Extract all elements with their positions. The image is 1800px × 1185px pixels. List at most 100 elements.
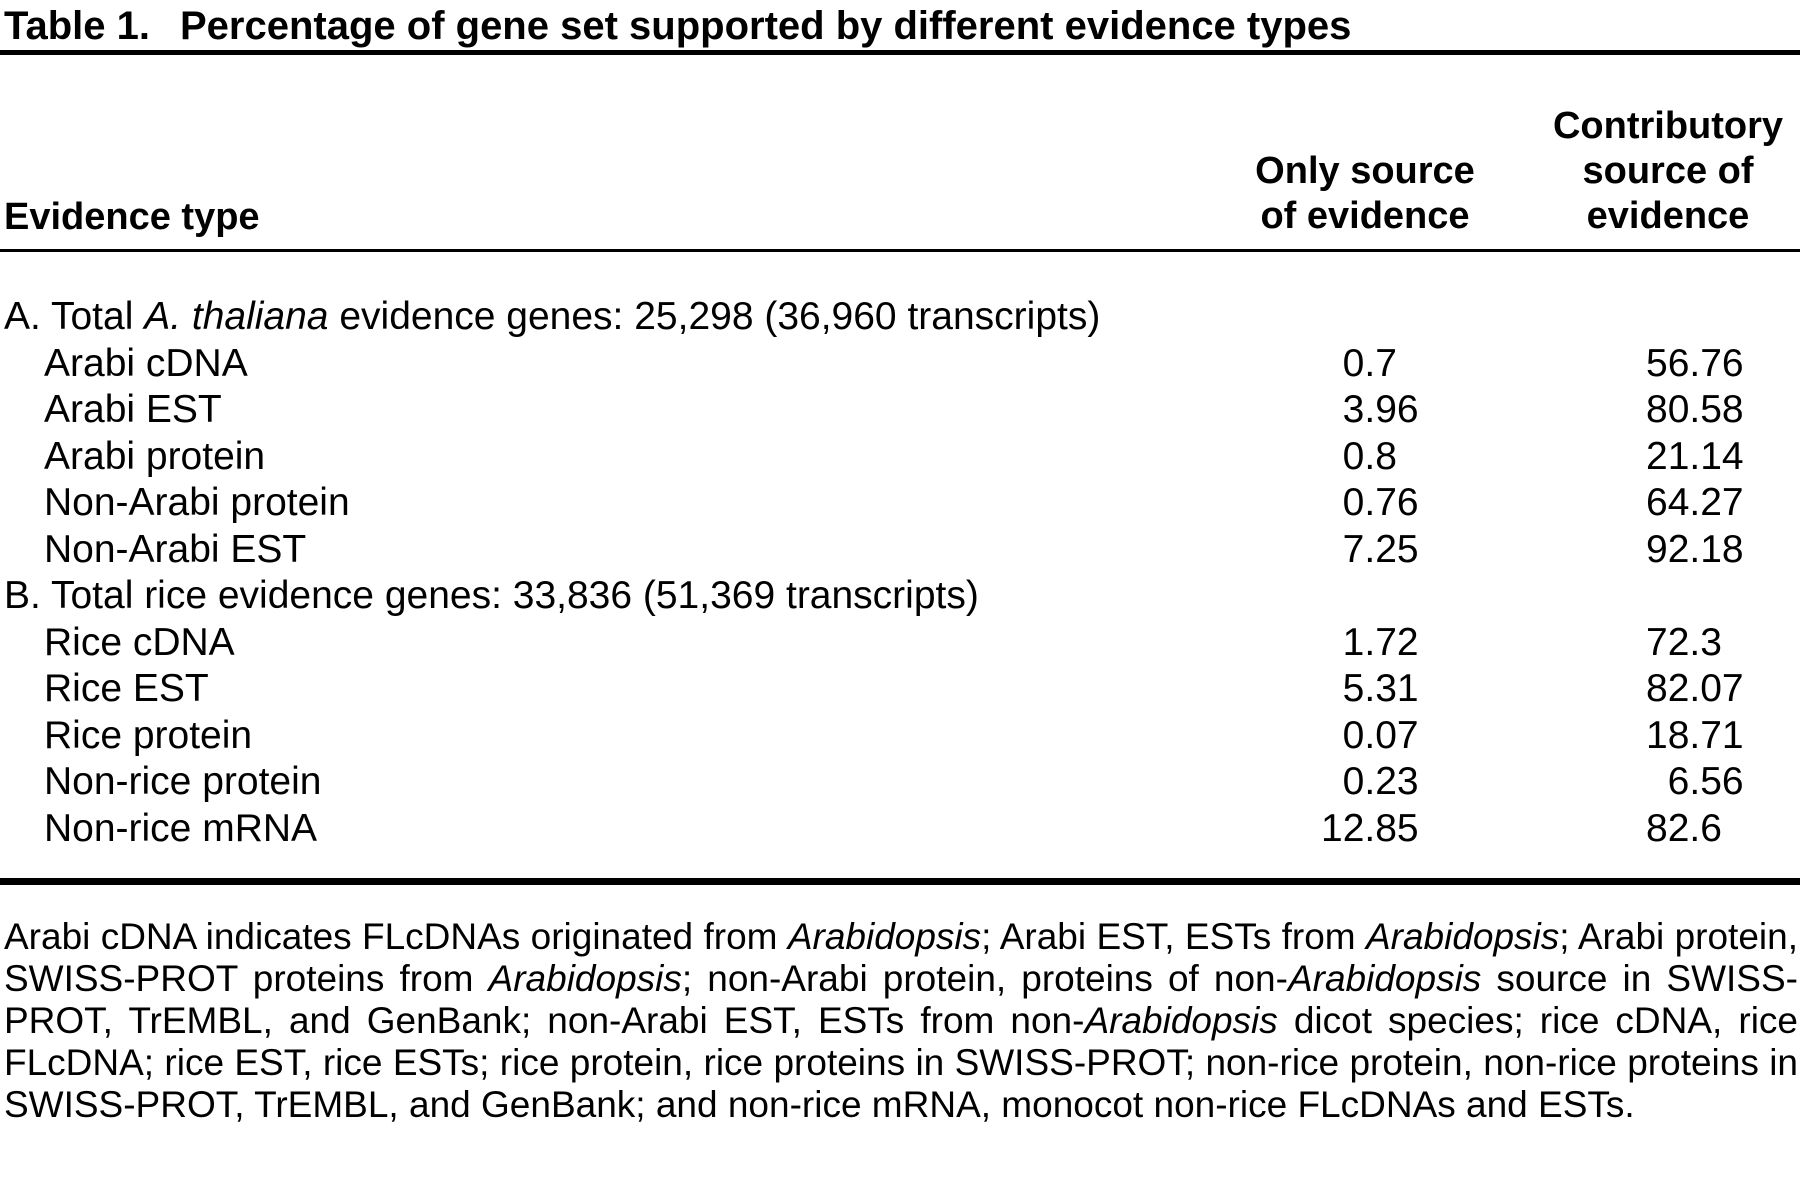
integer-part: 0 (1342, 760, 1365, 803)
footnote-text: source in SWISS-PROT, TrEMBL, and GenBan… (4, 958, 1798, 1041)
fraction-part: .76 (1364, 481, 1419, 524)
table-body: A. Total A. thaliana evidence genes: 25,… (0, 252, 1800, 878)
contributory-source-cell: 64.27 (1646, 480, 1800, 527)
table-header: Evidence type Only source of evidence Co… (0, 55, 1800, 249)
integer-part: 82 (1646, 806, 1690, 850)
column-header-contributory-source: Contributory source of evidence (1553, 104, 1783, 239)
section-header-row: B. Total rice evidence genes: 33,836 (51… (0, 573, 1800, 620)
fraction-part: .85 (1364, 806, 1419, 850)
table-title: Table 1. Percentage of gene set supporte… (0, 0, 1800, 50)
integer-part: 3 (1342, 388, 1365, 431)
only-source-cell: 0.76 (1321, 480, 1646, 527)
integer-part: 0 (1342, 481, 1365, 524)
only-source-cell: 0.7 (1321, 341, 1646, 388)
table-row: Non-Arabi EST 7.25 92.18 (0, 527, 1800, 574)
evidence-type-cell: Non-rice protein (44, 760, 322, 803)
fraction-part: .96 (1364, 388, 1419, 431)
integer-part: 6 (1667, 760, 1690, 803)
integer-part: 72 (1646, 620, 1690, 664)
footnote-species-italic: Arabidopsis (787, 916, 982, 957)
fraction-part: .25 (1364, 527, 1419, 571)
evidence-type-cell: Non-rice mRNA (44, 806, 318, 850)
table-row: Rice EST 5.31 82.07 (0, 666, 1800, 713)
evidence-type-cell: Rice protein (44, 713, 253, 757)
fraction-part: .27 (1689, 481, 1744, 524)
header-separator-rule (0, 249, 1800, 252)
fraction-part: .14 (1689, 434, 1744, 478)
evidence-type-cell: Non-Arabi protein (44, 481, 350, 524)
table-row: Rice protein 0.07 18.71 (0, 713, 1800, 760)
integer-part: 56 (1646, 341, 1690, 385)
only-source-cell: 0.07 (1321, 713, 1646, 760)
section-header-prefix: B. Total rice evidence genes: 33,836 (51… (4, 574, 979, 617)
fraction-part: .76 (1689, 341, 1744, 385)
fraction-part: .58 (1689, 388, 1744, 431)
section-header-row: A. Total A. thaliana evidence genes: 25,… (0, 294, 1800, 341)
bottom-rule (0, 878, 1800, 885)
fraction-part: .6 (1689, 806, 1722, 850)
evidence-type-cell: Non-Arabi EST (44, 527, 307, 571)
table-row: Non-rice mRNA 12.85 82.6 (0, 806, 1800, 853)
only-source-cell: 0.8 (1321, 434, 1646, 481)
footnote-species-italic: Arabidopsis (1365, 916, 1560, 957)
footnote-text: ; Arabi protein, SWISS-PROT proteins fro… (4, 916, 1798, 999)
integer-part: 80 (1646, 388, 1690, 431)
fraction-part: .07 (1689, 667, 1744, 710)
integer-part: 0 (1342, 434, 1365, 478)
header-line: evidence (1586, 195, 1750, 237)
evidence-type-cell: Arabi cDNA (44, 341, 248, 385)
integer-part: 12 (1321, 806, 1365, 850)
contributory-source-cell: 21.14 (1646, 434, 1800, 481)
section-header-suffix: evidence genes: 25,298 (36,960 transcrip… (328, 295, 1101, 338)
integer-part: 1 (1342, 620, 1365, 664)
section-header-species: A. thaliana (144, 295, 329, 338)
integer-part: 18 (1646, 713, 1690, 757)
integer-part: 0 (1342, 713, 1365, 757)
only-source-cell: 3.96 (1321, 387, 1646, 434)
contributory-source-cell: 92.18 (1646, 527, 1800, 574)
contributory-source-cell: 82.6 (1646, 806, 1800, 853)
fraction-part: .3 (1689, 620, 1722, 664)
contributory-source-cell: 18.71 (1646, 713, 1800, 760)
header-line: source of (1582, 150, 1754, 192)
table-row: Arabi protein 0.8 21.14 (0, 434, 1800, 481)
footnote-text: ; non-Arabi protein, proteins of non- (681, 958, 1288, 999)
column-header-evidence-type: Evidence type (4, 196, 260, 238)
integer-part: 92 (1646, 527, 1690, 571)
table-caption: Percentage of gene set supported by diff… (179, 3, 1352, 48)
footnote-text: ; Arabi EST, ESTs from (981, 916, 1366, 957)
fraction-part: .23 (1364, 760, 1419, 803)
column-header-only-source: Only source of evidence (1255, 149, 1475, 239)
table-row: Arabi EST 3.96 80.58 (0, 387, 1800, 434)
only-source-cell: 5.31 (1321, 666, 1646, 713)
footnote-species-italic: Arabidopsis (1084, 1000, 1278, 1041)
integer-part: 0 (1342, 341, 1365, 385)
header-line: Only source (1255, 150, 1475, 192)
header-line: of evidence (1260, 195, 1470, 237)
evidence-type-cell: Arabi EST (44, 388, 222, 431)
table-row: Rice cDNA 1.72 72.3 (0, 620, 1800, 667)
evidence-type-cell: Arabi protein (44, 434, 266, 478)
fraction-part: .71 (1689, 713, 1744, 757)
integer-part: 21 (1646, 434, 1690, 478)
table-row: Arabi cDNA 0.7 56.76 (0, 341, 1800, 388)
integer-part: 82 (1646, 667, 1690, 710)
footnote-text: Arabi cDNA indicates FLcDNAs originated … (4, 916, 788, 957)
only-source-cell: 1.72 (1321, 620, 1646, 667)
footnote-species-italic: Arabidopsis (488, 958, 682, 999)
contributory-source-cell: 6.56 (1646, 759, 1800, 806)
table-row: Non-Arabi protein 0.76 64.27 (0, 480, 1800, 527)
fraction-part: .56 (1689, 760, 1744, 803)
contributory-source-cell: 56.76 (1646, 341, 1800, 388)
evidence-type-cell: Rice cDNA (44, 620, 235, 664)
contributory-source-cell: 80.58 (1646, 387, 1800, 434)
top-rule (0, 50, 1800, 55)
footnote-species-italic: Arabidopsis (1287, 958, 1482, 999)
table-number-label: Table 1. (4, 3, 150, 48)
fraction-part: .31 (1364, 667, 1419, 710)
header-line: Contributory (1552, 105, 1784, 147)
section-header-prefix: A. Total (4, 295, 145, 338)
evidence-type-cell: Rice EST (44, 667, 209, 710)
table-footnote: Arabi cDNA indicates FLcDNAs originated … (0, 916, 1800, 1126)
